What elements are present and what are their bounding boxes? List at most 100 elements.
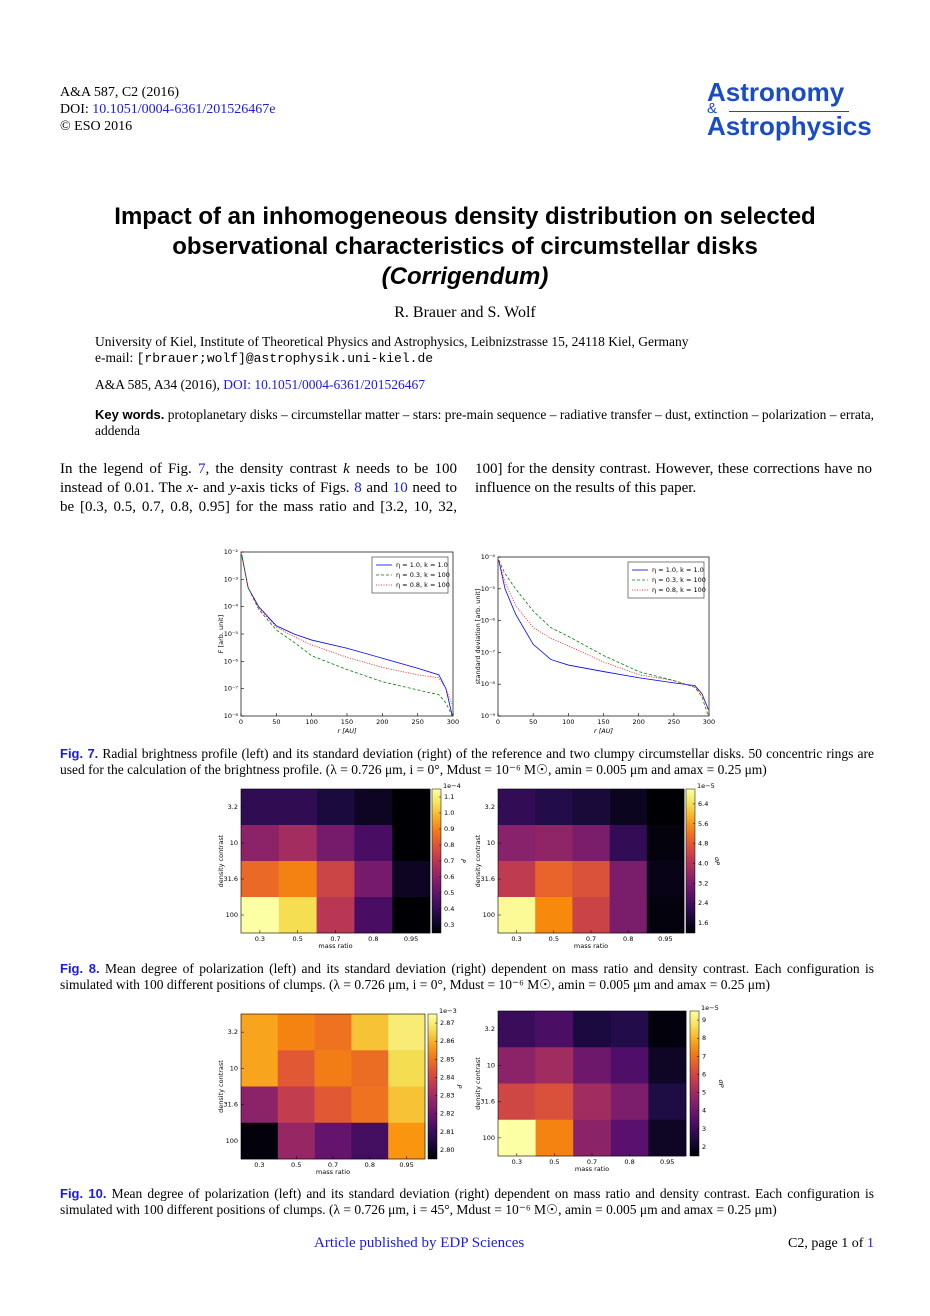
plot-frame [240, 1013, 426, 1160]
subtitle: (Corrigendum) [381, 263, 549, 290]
page-total[interactable]: 1 [866, 1236, 874, 1251]
plot-frame [240, 788, 431, 934]
colorbar-tick-label: 4 [702, 1107, 706, 1115]
heatmap-cell [354, 861, 393, 898]
publisher[interactable]: Article published by EDP Sciences [314, 1235, 525, 1251]
x-axis-label: mass ratio [575, 1165, 609, 1173]
y-tick-label: 10⁻⁴ [224, 603, 239, 611]
y-tick-label: 10 [230, 1064, 238, 1072]
caption-text: Mean degree of polarization (left) and i… [60, 961, 875, 992]
reference-line: A&A 585, A34 (2016), DOI: 10.1051/0004-6… [95, 377, 875, 393]
x-tick-label: 0 [239, 718, 243, 726]
y-tick-label: 10⁻⁵ [481, 585, 496, 593]
legend-box [371, 556, 449, 594]
x-tick-label: 0.7 [586, 935, 596, 943]
heatmap-cell [277, 1014, 315, 1051]
colorbar-tick-label: 0.6 [444, 873, 454, 881]
reference-doi[interactable]: DOI: 10.1051/0004-6361/201526467 [223, 377, 425, 392]
series-line [241, 554, 453, 717]
colorbar-label: σP [717, 1079, 725, 1087]
x-tick-label: 0.7 [328, 1161, 338, 1169]
heatmap-cell [388, 1122, 426, 1160]
text: need to be [0.3, 0.5, 0.7, 0.8, 0.95] fo… [60, 461, 872, 515]
heatmap-cell [392, 789, 431, 826]
heatmap-cell [388, 1050, 426, 1087]
colorbar-tick-label: 9 [702, 1016, 706, 1024]
heatmap-cell [535, 1047, 574, 1084]
heatmap-cell [278, 897, 317, 934]
heatmap-cell [609, 861, 648, 898]
logo-rule [729, 111, 849, 112]
y-tick-label: 10⁻⁸ [481, 680, 496, 688]
heatmap-cell [388, 1014, 426, 1051]
heatmap-cell [316, 861, 355, 898]
doi-link[interactable]: 10.1051/0004-6361/201526467e [92, 102, 276, 117]
colorbar [689, 1010, 700, 1157]
colorbar-tick-label: 0.9 [444, 825, 454, 833]
page-text: C2, page 1 of [788, 1236, 867, 1251]
title-line: observational characteristics of circums… [172, 233, 758, 260]
heatmap-cell [573, 1047, 612, 1084]
colorbar-tick-label: 3.2 [698, 879, 708, 887]
x-tick-label: 100 [305, 718, 317, 726]
colorbar-tick-label: 4.0 [698, 859, 708, 867]
heatmap-cell [314, 1050, 352, 1087]
heatmap-cell [648, 1119, 687, 1157]
caption-text: Radial brightness profile (left) and its… [60, 746, 875, 777]
heatmap-cell [572, 861, 610, 898]
caption-label[interactable]: Fig. 7. [60, 746, 99, 761]
legend-label: η = 0.3, k = 100 [652, 576, 706, 584]
y-tick-label: 31.6 [481, 875, 495, 883]
colorbar-label: P [455, 1085, 463, 1089]
heatmap-cell [573, 1083, 612, 1121]
heatmap-cell [646, 825, 685, 862]
series-line [241, 554, 453, 706]
y-axis-label: density contrast [217, 1060, 225, 1113]
caption-label[interactable]: Fig. 10. [60, 1186, 107, 1201]
x-axis-label: r [AU] [337, 727, 356, 735]
colorbar-offset: 1e−5 [701, 1004, 719, 1012]
keywords: protoplanetary disks – circumstellar mat… [95, 407, 874, 438]
colorbar-tick-label: 6 [702, 1070, 706, 1078]
link[interactable]: 10 [392, 480, 408, 496]
x-tick-label: 150 [597, 718, 609, 726]
x-tick-label: 200 [376, 718, 388, 726]
x-tick-label: 50 [272, 718, 280, 726]
series-line [498, 559, 709, 710]
x-tick-label: 0.8 [368, 935, 378, 943]
heatmap-cell [535, 861, 573, 898]
y-tick-label: 10⁻⁸ [224, 712, 239, 720]
heatmap-cell [241, 1014, 279, 1051]
link[interactable]: 7 [197, 461, 206, 477]
logo-amp: & [707, 100, 718, 117]
x-tick-label: 0.7 [330, 935, 340, 943]
x-tick-label: 300 [703, 718, 715, 726]
plot-frame [497, 556, 710, 717]
heatmap-cell [609, 897, 648, 934]
heatmap-cell [314, 1014, 352, 1051]
caption-label[interactable]: Fig. 8. [60, 961, 100, 976]
title-line: Impact of an inhomogeneous density distr… [114, 203, 816, 230]
heatmap-cell [535, 897, 573, 934]
colorbar-tick-label: 4.8 [698, 840, 708, 848]
text: In the legend of Fig. [60, 461, 198, 477]
x-tick-label: 0.3 [255, 935, 265, 943]
heatmap-cell [609, 825, 648, 862]
x-tick-label: 0.95 [658, 935, 672, 943]
colorbar-tick-label: 6.4 [698, 800, 708, 808]
page-number: C2, page 1 of 1 [788, 1236, 874, 1252]
colorbar-offset: 1e−5 [697, 782, 715, 790]
heatmap-cell [646, 861, 685, 898]
legend-label: η = 1.0, k = 1.0 [652, 566, 704, 574]
link[interactable]: 8 [354, 480, 362, 496]
heatmap-cell [498, 1047, 536, 1084]
colorbar-label: P [459, 859, 467, 863]
journal-logo: Astronomy & Astrophysics [707, 79, 872, 139]
heatmap-cell [351, 1122, 389, 1160]
text: - and [193, 480, 230, 496]
heatmap-cell [498, 1011, 536, 1048]
heatmap-cell [241, 825, 280, 862]
colorbar-tick-label: 2.84 [440, 1073, 454, 1081]
colorbar-tick-label: 2.80 [440, 1146, 454, 1154]
